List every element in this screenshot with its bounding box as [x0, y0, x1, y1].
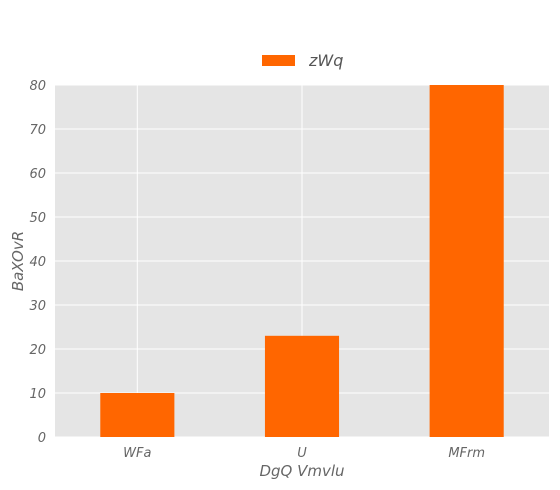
y-axis-label: BaXOvR [9, 231, 27, 291]
legend-label: zWq [308, 51, 343, 70]
y-tick-label: 50 [29, 211, 46, 226]
y-tick-label: 70 [29, 123, 46, 138]
x-tick-label: U [297, 446, 307, 461]
y-tick-label: 20 [29, 343, 46, 358]
y-tick-labels: 0 10 20 30 40 50 60 70 80 [29, 79, 46, 446]
bar-wfa [100, 393, 175, 437]
legend: zWq [262, 51, 343, 70]
x-tick-label: MFrm [448, 446, 485, 461]
y-tick-label: 60 [29, 167, 46, 182]
bar-mfrm [429, 85, 504, 437]
x-tick-label: WFa [123, 446, 151, 461]
bars [100, 85, 504, 437]
y-tick-label: 10 [29, 387, 46, 402]
x-axis-label: DgQ Vmvlu [259, 462, 344, 480]
bar-u [264, 335, 340, 437]
y-tick-label: 0 [38, 431, 46, 446]
x-tick-labels: WFa U MFrm [123, 446, 485, 461]
y-tick-label: 40 [29, 255, 46, 270]
y-tick-label: 30 [29, 299, 46, 314]
legend-swatch [262, 55, 295, 66]
y-tick-label: 80 [29, 79, 46, 94]
